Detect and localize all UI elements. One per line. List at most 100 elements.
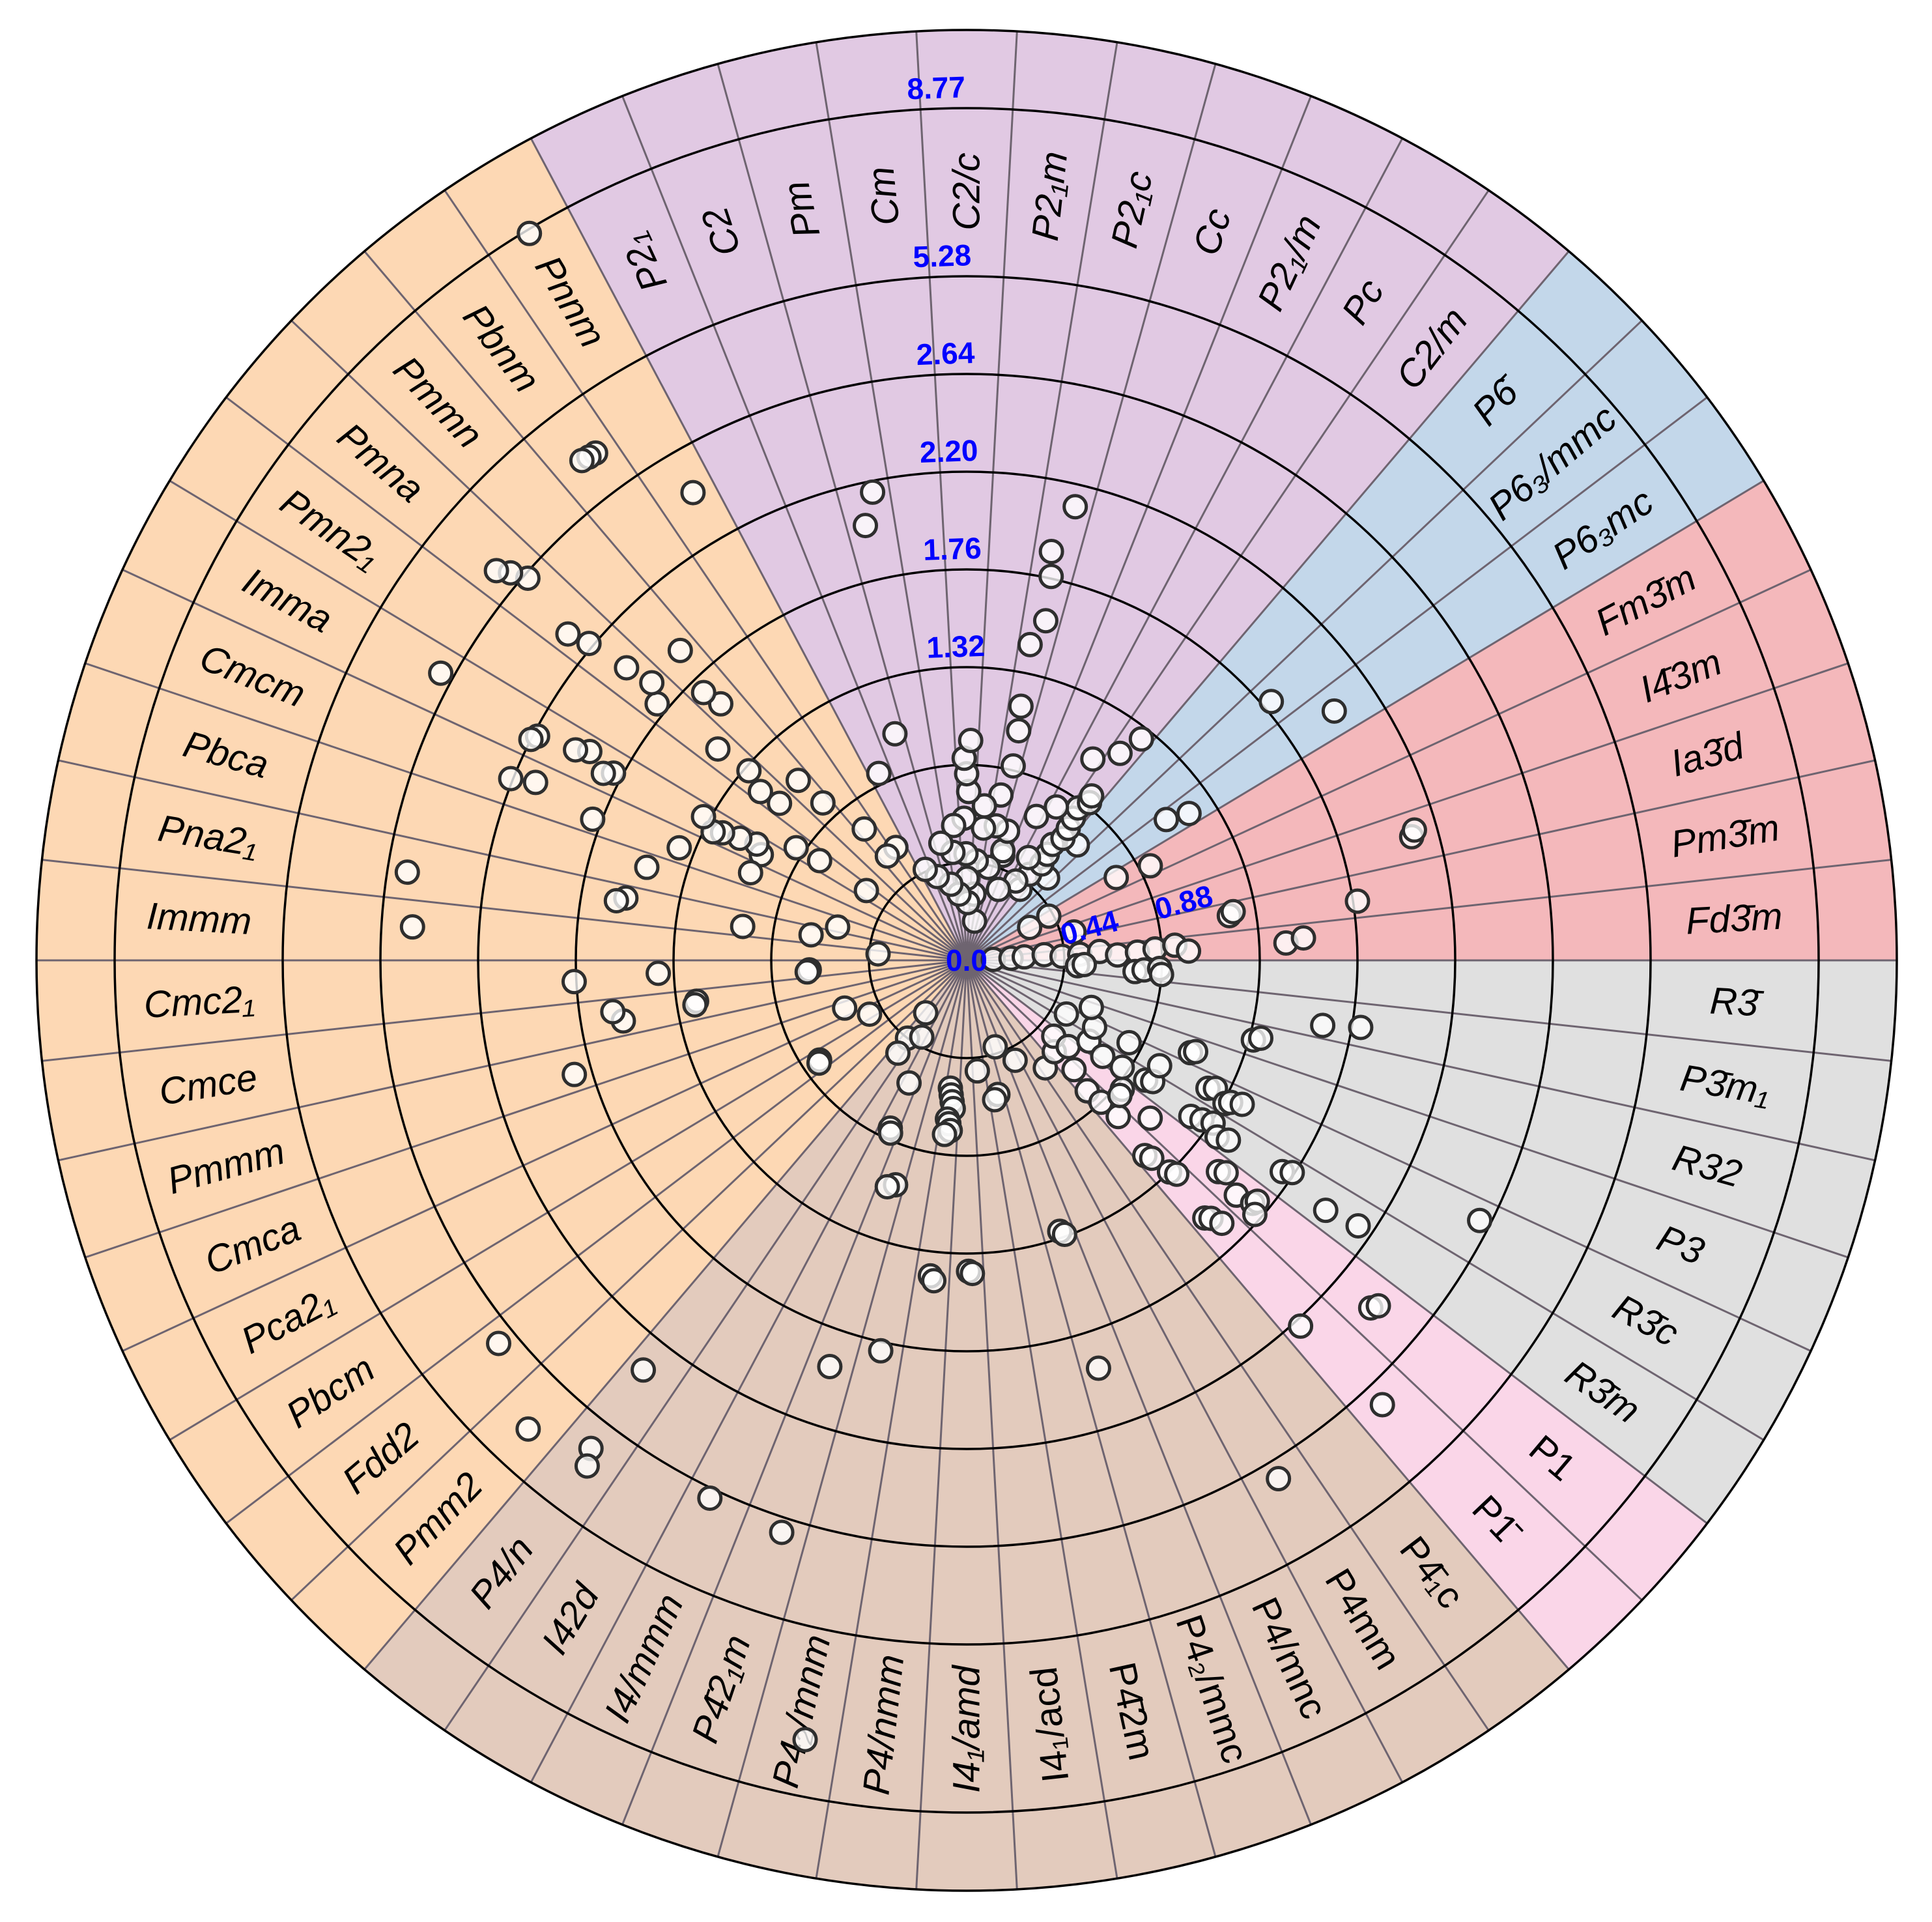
data-point: [1229, 1091, 1255, 1117]
data-point: [1345, 1212, 1371, 1239]
data-point: [631, 1357, 657, 1383]
data-point: [810, 790, 836, 816]
sector-divider: [915, 31, 968, 961]
data-point: [1401, 817, 1427, 843]
data-point: [1146, 1053, 1172, 1079]
data-point: [1103, 865, 1129, 891]
sector-wedges: [36, 30, 1897, 1891]
data-point: [912, 856, 938, 882]
sector-divider: [363, 960, 968, 1671]
data-point: [1344, 888, 1371, 914]
radial-tick-label: 2.64: [916, 336, 976, 371]
data-point: [1107, 740, 1133, 766]
data-point: [1000, 753, 1026, 779]
sector-divider: [85, 959, 967, 1259]
sector-divider: [122, 959, 967, 1352]
data-point: [806, 1050, 832, 1076]
data-point: [1153, 807, 1179, 833]
data-point: [1176, 801, 1202, 827]
radial-grid-rings: [35, 29, 1898, 1892]
sector-divider: [966, 662, 1849, 962]
data-point: [882, 721, 908, 747]
sector-divider: [363, 250, 968, 961]
data-point: [1242, 1201, 1268, 1227]
data-point: [860, 479, 886, 505]
data-point: [1137, 853, 1163, 879]
space-group-label: Immm: [146, 895, 253, 943]
data-point: [1258, 689, 1285, 715]
data-point: [1137, 1105, 1163, 1131]
data-point: [913, 1000, 939, 1026]
data-point: [518, 726, 544, 753]
data-point: [483, 558, 509, 584]
data-point: [394, 859, 420, 885]
grid-ring: [281, 275, 1652, 1646]
data-point: [868, 1338, 894, 1364]
data-point: [486, 1330, 512, 1356]
data-point: [1053, 1001, 1079, 1027]
data-point: [1072, 951, 1098, 977]
data-point: [853, 878, 879, 904]
data-point: [1002, 1047, 1028, 1073]
sector-divider: [815, 42, 968, 961]
data-points: [394, 220, 1493, 1753]
sector-divider: [225, 959, 967, 1525]
data-point: [574, 1453, 600, 1479]
radial-tick-label: 2.20: [919, 433, 978, 469]
data-point: [825, 914, 851, 940]
data-point: [667, 637, 693, 663]
data-point: [1008, 693, 1034, 719]
data-point: [515, 1416, 541, 1442]
data-point: [851, 816, 877, 842]
data-point: [767, 790, 793, 816]
data-point: [1085, 1355, 1111, 1381]
data-point: [792, 1727, 818, 1753]
sector-divider: [58, 959, 967, 1162]
space-group-label: Cm: [859, 165, 907, 228]
data-point: [614, 655, 640, 681]
data-point: [1369, 1392, 1395, 1418]
data-point: [697, 1485, 723, 1511]
data-point: [555, 621, 581, 647]
data-point: [1310, 1012, 1336, 1039]
sector-divider: [621, 960, 968, 1826]
data-point: [517, 220, 543, 246]
data-point: [1090, 1043, 1116, 1069]
data-point: [644, 691, 670, 717]
data-point: [1213, 1160, 1239, 1186]
sector-divider: [444, 190, 968, 961]
data-point: [1032, 608, 1058, 634]
data-point: [1109, 1054, 1135, 1080]
radial-tick-label: 1.32: [926, 629, 986, 665]
data-point: [1062, 494, 1088, 520]
sector-divider: [225, 396, 967, 962]
data-point: [783, 835, 809, 861]
sector-divider: [621, 95, 968, 961]
data-point: [1220, 898, 1246, 925]
sector-divider: [444, 960, 968, 1731]
radial-tick-label: 8.77: [907, 70, 966, 106]
data-point: [1248, 1025, 1274, 1051]
data-point: [737, 859, 763, 885]
data-point: [982, 1087, 1008, 1113]
data-point: [1051, 1222, 1077, 1248]
sector-divider: [965, 960, 1404, 1783]
sector-divider: [966, 959, 1811, 1352]
data-point: [785, 767, 811, 794]
data-point: [982, 1034, 1008, 1060]
data-point: [1078, 994, 1104, 1020]
data-point: [1148, 962, 1174, 988]
data-point: [576, 631, 602, 657]
sector-divider: [85, 662, 967, 962]
sector-wedge: [531, 30, 1569, 960]
data-point: [639, 670, 665, 696]
data-point: [1006, 718, 1032, 744]
outer-edge: [35, 29, 1898, 1892]
grid-ring: [379, 373, 1554, 1548]
sector-divider: [966, 480, 1765, 962]
data-point: [1183, 1039, 1209, 1065]
data-point: [1038, 538, 1064, 564]
data-point: [1348, 1014, 1374, 1040]
data-point: [1128, 726, 1154, 752]
data-point: [1038, 564, 1064, 590]
